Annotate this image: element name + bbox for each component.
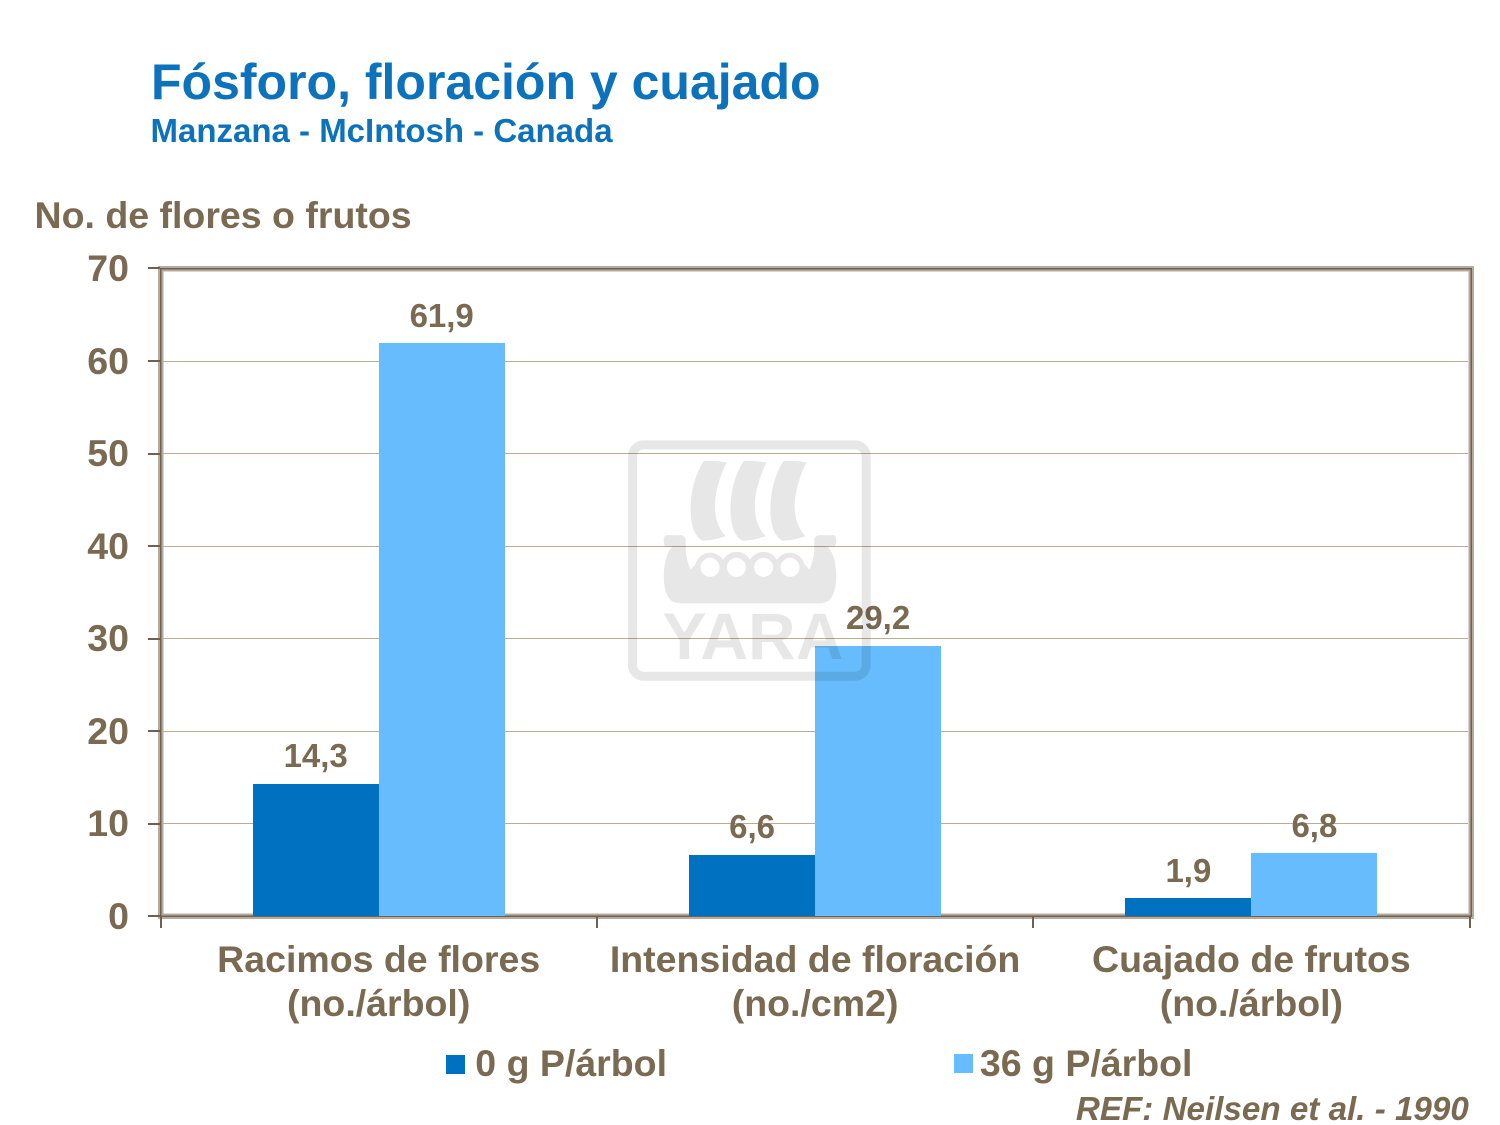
svg-text:YARA: YARA (662, 599, 843, 673)
